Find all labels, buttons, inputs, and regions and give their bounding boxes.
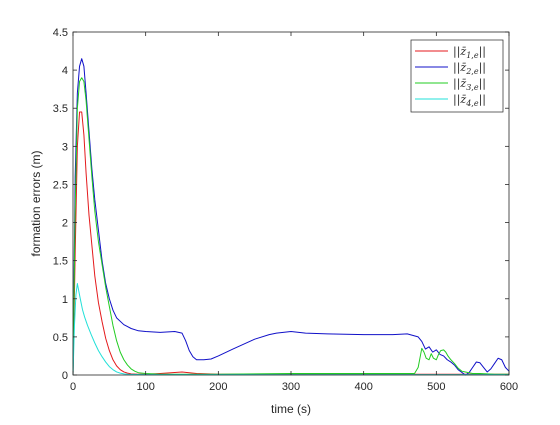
series-line-1: [72, 111, 509, 376]
y-tick-label: 2: [62, 218, 68, 230]
x-tick-label: 100: [136, 381, 154, 393]
y-tick-label: 2.5: [53, 179, 68, 191]
x-axis-label: time (s): [271, 402, 311, 416]
legend-label-1: ||z̄1,e||: [453, 45, 486, 60]
x-tick-label: 400: [354, 381, 372, 393]
y-tick-label: 0: [62, 370, 68, 382]
ticks-layer: 0 100 200 300 400 500 600 0 0.5 1 1.5 2 2.5 3 3.5 4 4.5: [53, 27, 518, 393]
y-axis-label: formation errors (m): [29, 150, 43, 256]
legend: ||z̄1,e||||z̄2,e||||z̄3,e||||z̄4,e||: [410, 39, 504, 113]
x-tick-label: 600: [500, 381, 518, 393]
y-tick-label: 3.5: [53, 103, 68, 115]
y-tick-label: 1.5: [53, 256, 68, 268]
x-tick-label: 300: [282, 381, 300, 393]
x-tick-label: 200: [209, 381, 227, 393]
legend-label-2: ||z̄2,e||: [453, 61, 486, 76]
y-tick-label: 4.5: [53, 27, 68, 39]
y-tick-label: 3: [62, 141, 68, 153]
legend-label-3: ||z̄3,e||: [453, 77, 486, 92]
legend-label-4: ||z̄4,e||: [453, 93, 486, 108]
x-tick-label: 0: [70, 381, 76, 393]
x-tick-label: 500: [427, 381, 445, 393]
y-tick-label: 1: [62, 294, 68, 306]
legend-box: [410, 39, 504, 113]
y-tick-label: 0.5: [53, 332, 68, 344]
y-tick-label: 4: [62, 65, 68, 77]
series-line-2: [72, 58, 510, 376]
